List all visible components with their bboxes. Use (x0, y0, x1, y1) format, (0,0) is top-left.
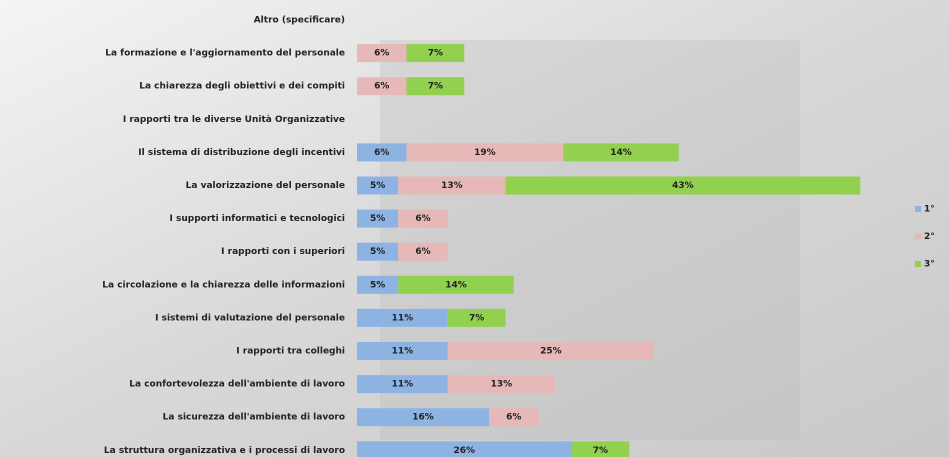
value-label: 11% (392, 380, 414, 390)
value-label: 7% (428, 82, 443, 92)
value-label: 19% (474, 148, 496, 158)
category-label: I rapporti tra le diverse Unità Organizz… (123, 115, 345, 125)
value-label: 43% (672, 181, 694, 191)
value-label: 6% (374, 49, 389, 59)
value-label: 26% (453, 446, 475, 456)
category-label: La circolazione e la chiarezza delle inf… (102, 280, 345, 290)
value-label: 7% (469, 313, 484, 323)
value-label: 6% (374, 148, 389, 158)
legend-swatch (915, 234, 921, 240)
value-label: 5% (370, 181, 385, 191)
category-label: La struttura organizzativa e i processi … (104, 446, 345, 456)
value-label: 16% (412, 413, 434, 423)
legend-label: 2° (924, 232, 935, 242)
value-label: 7% (593, 446, 608, 456)
category-label: Altro (specificare) (254, 16, 345, 26)
value-label: 5% (370, 280, 385, 290)
category-label: I rapporti con i superiori (221, 247, 345, 257)
value-label: 7% (428, 49, 443, 59)
value-label: 6% (415, 247, 430, 257)
legend-swatch (915, 206, 921, 212)
value-label: 5% (370, 214, 385, 224)
value-label: 13% (491, 380, 513, 390)
category-label: La chiarezza degli obiettivi e dei compi… (139, 82, 345, 92)
category-label: La confortevolezza dell'ambiente di lavo… (129, 380, 345, 390)
value-label: 5% (370, 247, 385, 257)
category-label: La valorizzazione del personale (186, 181, 345, 191)
category-label: Il sistema di distribuzione degli incent… (138, 148, 345, 158)
category-label: I supporti informatici e tecnologici (170, 214, 345, 224)
value-label: 11% (392, 313, 414, 323)
category-label: I rapporti tra colleghi (236, 347, 345, 357)
value-label: 13% (441, 181, 463, 191)
category-label: I sistemi di valutazione del personale (155, 313, 345, 323)
category-label: La sicurezza dell'ambiente di lavoro (163, 413, 345, 423)
legend-label: 3° (924, 260, 935, 270)
value-label: 14% (610, 148, 632, 158)
value-label: 6% (374, 82, 389, 92)
legend-label: 1° (924, 205, 935, 215)
value-label: 6% (506, 413, 521, 423)
value-label: 25% (540, 347, 562, 357)
value-label: 6% (415, 214, 430, 224)
chart: Altro (specificare) La formazione e l'agg… (0, 0, 949, 457)
category-label: La formazione e l'aggiornamento del pers… (105, 49, 345, 59)
value-label: 14% (445, 280, 467, 290)
value-label: 11% (392, 347, 414, 357)
legend-swatch (915, 261, 921, 267)
